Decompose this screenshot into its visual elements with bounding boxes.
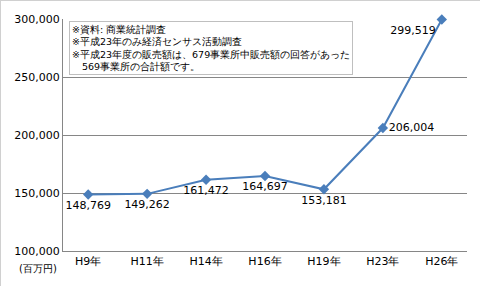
svg-text:206,004: 206,004 <box>389 121 435 134</box>
svg-text:H16年: H16年 <box>248 255 281 268</box>
svg-text:250,000: 250,000 <box>14 71 60 84</box>
svg-text:164,697: 164,697 <box>242 180 288 193</box>
svg-text:H11年: H11年 <box>130 255 163 268</box>
svg-text:(百万円): (百万円) <box>19 263 57 274</box>
svg-text:H19年: H19年 <box>307 255 340 268</box>
svg-text:H9年: H9年 <box>75 255 101 268</box>
svg-text:153,181: 153,181 <box>301 194 347 207</box>
svg-text:150,000: 150,000 <box>14 187 60 200</box>
svg-text:100,000: 100,000 <box>14 245 60 258</box>
svg-text:161,472: 161,472 <box>183 184 229 197</box>
svg-text:200,000: 200,000 <box>14 129 60 142</box>
svg-text:H14年: H14年 <box>189 255 222 268</box>
svg-text:H26年: H26年 <box>425 255 458 268</box>
svg-text:H23年: H23年 <box>366 255 399 268</box>
svg-text:148,769: 148,769 <box>65 199 111 212</box>
svg-text:299,519: 299,519 <box>390 24 436 37</box>
svg-text:149,262: 149,262 <box>124 198 170 211</box>
svg-text:※資料: 商業統計調査※平成23年のみ経済センサス活動調査※: ※資料: 商業統計調査※平成23年のみ経済センサス活動調査※平成23年度の販売額… <box>72 24 350 72</box>
svg-text:300,000: 300,000 <box>14 13 60 26</box>
